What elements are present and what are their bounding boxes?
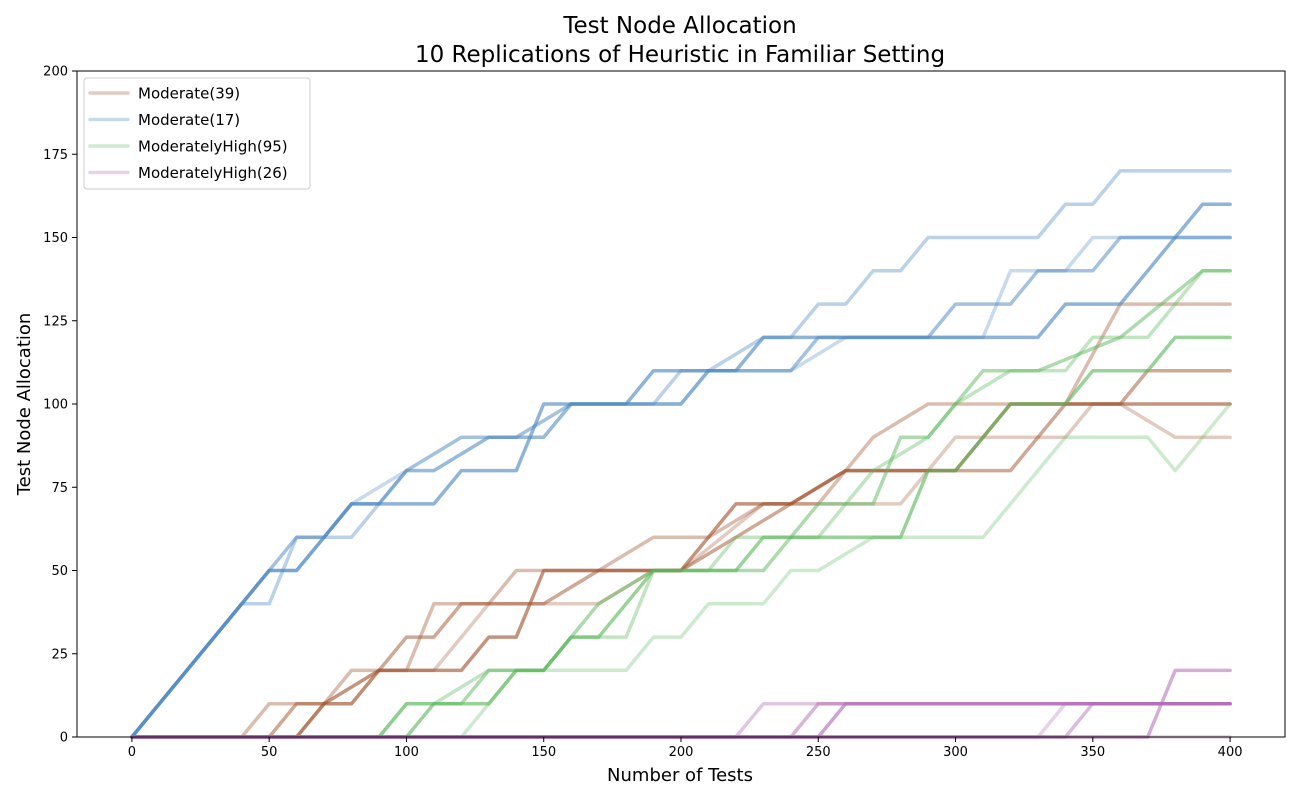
series-2 <box>130 269 1232 739</box>
x-tick-label: 50 <box>261 745 278 760</box>
series-1 <box>130 169 1232 739</box>
series-line <box>130 269 1232 739</box>
series-line <box>130 269 1232 739</box>
x-tick-label: 100 <box>394 745 419 760</box>
series-line <box>130 701 1232 739</box>
x-tick-label: 400 <box>1218 745 1243 760</box>
series-line <box>130 701 1232 739</box>
y-tick-label: 50 <box>51 564 68 579</box>
series-line <box>130 235 1232 739</box>
y-tick-label: 200 <box>43 65 68 80</box>
y-tick-label: 75 <box>51 481 68 496</box>
y-tick-label: 150 <box>43 231 68 246</box>
x-axis: 0 50 100 150 200 250 300 350 400 <box>128 737 1243 760</box>
series-line <box>130 335 1232 739</box>
chart-subtitle: 10 Replications of Heuristic in Familiar… <box>415 42 945 68</box>
x-tick-label: 200 <box>669 745 694 760</box>
legend-box <box>83 77 311 190</box>
series-layer <box>130 169 1232 739</box>
legend-label: Moderate(17) <box>138 111 240 129</box>
x-tick-label: 150 <box>531 745 556 760</box>
y-tick-label: 125 <box>43 314 68 329</box>
series-line <box>130 701 1232 739</box>
legend-label: ModeratelyHigh(26) <box>138 164 288 182</box>
x-tick-label: 350 <box>1080 745 1105 760</box>
legend: Moderate(39) Moderate(17) ModeratelyHigh(9… <box>83 77 311 190</box>
y-axis-label: Test Node Allocation <box>14 313 35 497</box>
x-axis-label: Number of Tests <box>607 765 753 786</box>
series-line <box>130 202 1232 739</box>
legend-label: ModeratelyHigh(95) <box>138 138 288 156</box>
series-line <box>130 169 1232 739</box>
y-tick-label: 175 <box>43 148 68 163</box>
series-line <box>130 402 1232 739</box>
legend-label: Moderate(39) <box>138 85 240 103</box>
series-line <box>130 368 1232 739</box>
x-tick-label: 0 <box>128 745 136 760</box>
series-line <box>130 701 1232 739</box>
series-line <box>130 235 1232 739</box>
x-tick-label: 300 <box>943 745 968 760</box>
y-tick-label: 0 <box>60 731 68 746</box>
y-tick-label: 100 <box>43 398 68 413</box>
series-line <box>130 701 1232 739</box>
chart-title: Test Node Allocation <box>562 13 796 39</box>
x-tick-label: 250 <box>806 745 831 760</box>
y-axis: 0 25 50 75 100 125 150 175 200 <box>43 65 77 746</box>
y-tick-label: 25 <box>51 647 68 662</box>
